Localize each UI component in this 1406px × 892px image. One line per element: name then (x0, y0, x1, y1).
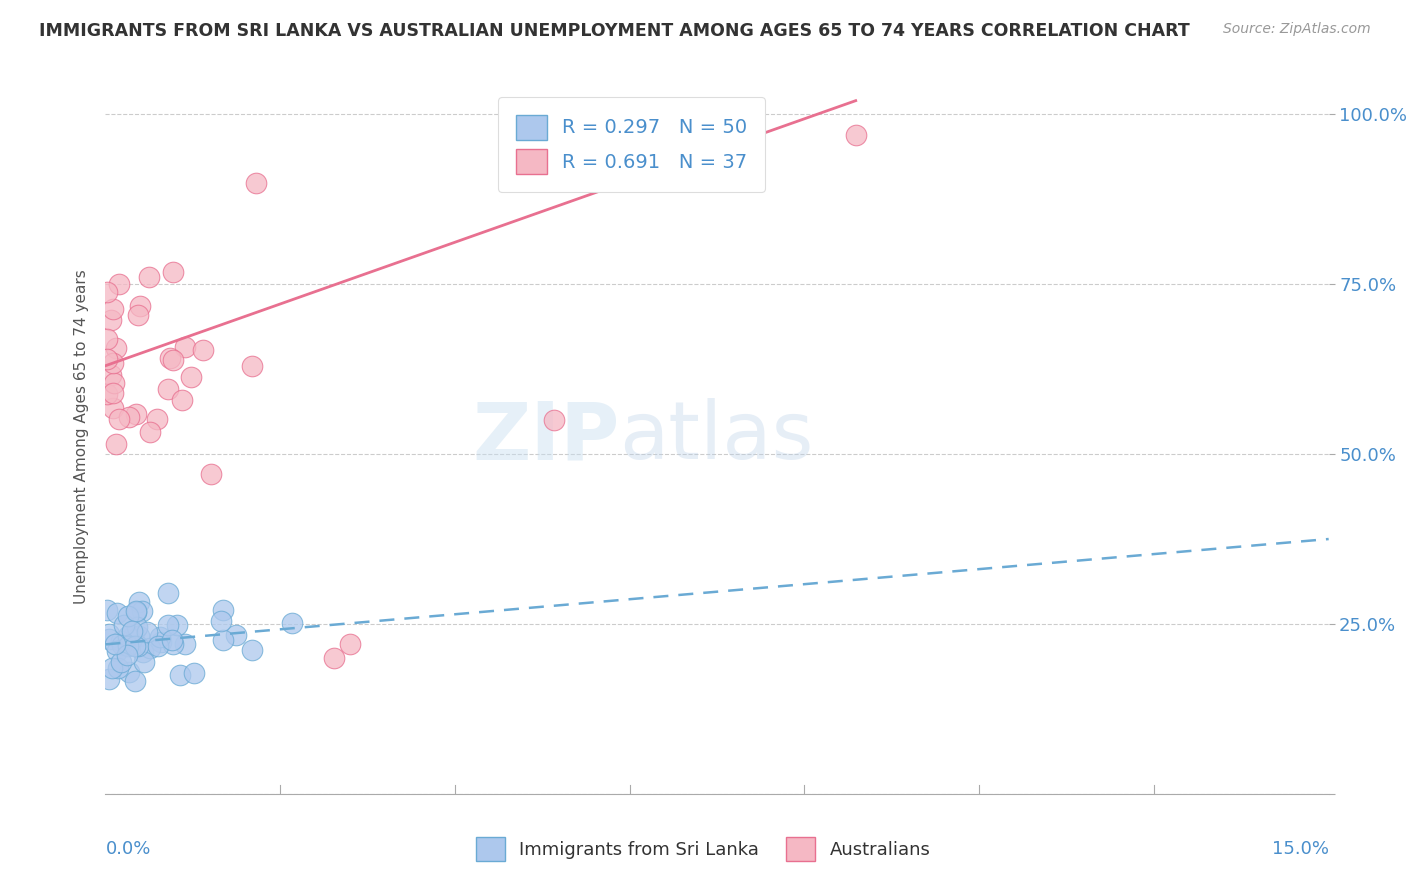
Point (240, 643, 263, 657)
Point (96, 602, 118, 616)
Point (245, 177, 267, 191)
Point (128, 595, 150, 609)
Point (97, 627, 120, 641)
Point (162, 353, 184, 368)
Point (146, 639, 169, 653)
Point (174, 637, 197, 651)
Legend: R = 0.297   N = 50, R = 0.691   N = 37: R = 0.297 N = 50, R = 0.691 N = 37 (498, 97, 765, 192)
Y-axis label: Unemployment Among Ages 65 to 74 years: Unemployment Among Ages 65 to 74 years (73, 269, 89, 605)
Point (127, 620, 149, 634)
Point (117, 640, 139, 654)
Point (156, 618, 179, 632)
Point (118, 410, 141, 425)
Point (125, 606, 148, 620)
Point (122, 627, 145, 641)
Point (101, 386, 124, 401)
Text: ZIP: ZIP (472, 398, 619, 476)
Point (157, 586, 180, 600)
Point (845, 128, 868, 142)
Point (139, 641, 162, 656)
Point (160, 633, 183, 648)
Point (117, 609, 139, 624)
Point (96, 332, 118, 346)
Point (96, 351, 118, 366)
Point (169, 667, 191, 681)
Point (128, 629, 150, 643)
Point (101, 356, 124, 370)
Point (281, 615, 304, 630)
Point (193, 343, 215, 357)
Point (543, 413, 565, 427)
Point (138, 270, 160, 285)
Point (103, 376, 125, 391)
Text: 15.0%: 15.0% (1271, 840, 1329, 858)
Point (125, 408, 148, 422)
Point (117, 629, 139, 643)
Point (105, 606, 128, 620)
Point (121, 624, 143, 638)
Point (134, 656, 156, 670)
Point (105, 437, 128, 451)
Point (166, 618, 188, 632)
Point (129, 299, 152, 313)
Point (162, 265, 184, 279)
Point (162, 637, 184, 651)
Point (98, 672, 121, 686)
Point (96, 285, 118, 299)
Point (112, 617, 135, 632)
Text: Source: ZipAtlas.com: Source: ZipAtlas.com (1223, 22, 1371, 37)
Point (104, 637, 127, 651)
Point (209, 614, 232, 628)
Point (96, 387, 118, 401)
Point (110, 655, 132, 669)
Point (100, 312, 122, 326)
Point (124, 639, 146, 653)
Legend: Immigrants from Sri Lanka, Australians: Immigrants from Sri Lanka, Australians (467, 829, 939, 870)
Point (146, 412, 169, 426)
Point (240, 359, 263, 373)
Point (98, 632, 121, 647)
Point (322, 651, 344, 665)
Point (173, 340, 195, 354)
Text: IMMIGRANTS FROM SRI LANKA VS AUSTRALIAN UNEMPLOYMENT AMONG AGES 65 TO 74 YEARS C: IMMIGRANTS FROM SRI LANKA VS AUSTRALIAN … (39, 22, 1189, 40)
Point (156, 383, 179, 397)
Point (107, 277, 129, 291)
Point (339, 637, 361, 651)
Point (200, 467, 222, 482)
Point (108, 411, 131, 425)
Point (150, 635, 173, 649)
Point (118, 665, 141, 679)
Point (111, 638, 134, 652)
Point (170, 393, 193, 408)
Point (101, 302, 124, 317)
Point (104, 341, 127, 355)
Point (183, 665, 205, 680)
Point (115, 648, 138, 662)
Point (148, 631, 170, 645)
Point (100, 368, 122, 382)
Point (131, 604, 153, 618)
Point (132, 645, 155, 659)
Point (211, 633, 233, 648)
Point (225, 628, 247, 642)
Point (124, 604, 146, 618)
Point (101, 401, 124, 415)
Point (107, 660, 129, 674)
Point (110, 634, 132, 648)
Point (101, 661, 124, 675)
Point (139, 425, 162, 439)
Point (159, 351, 181, 365)
Point (136, 625, 159, 640)
Point (212, 603, 235, 617)
Point (105, 644, 128, 658)
Text: atlas: atlas (619, 398, 814, 476)
Point (124, 673, 146, 688)
Text: 0.0%: 0.0% (105, 840, 150, 858)
Point (127, 639, 149, 653)
Point (127, 308, 149, 322)
Point (180, 370, 202, 384)
